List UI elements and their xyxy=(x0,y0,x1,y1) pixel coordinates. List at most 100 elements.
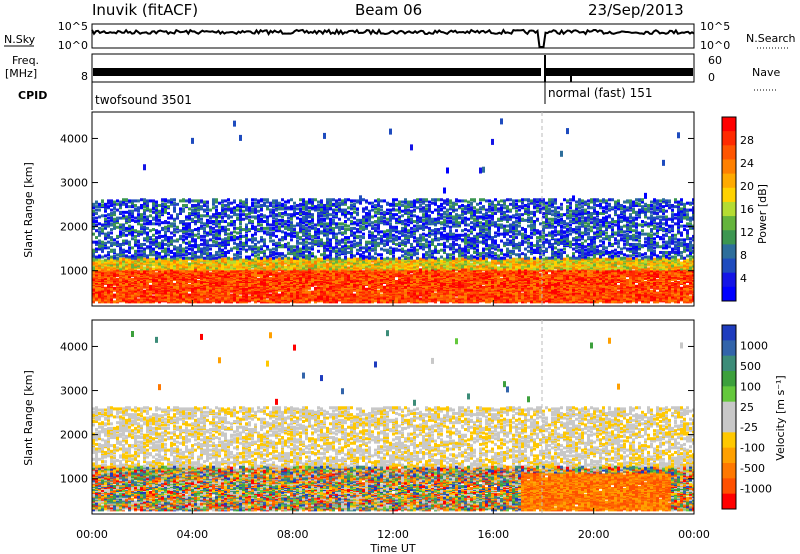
data-cell xyxy=(257,278,260,282)
data-cell xyxy=(332,279,335,283)
data-cell xyxy=(335,249,338,253)
data-cell xyxy=(167,244,170,248)
data-cell xyxy=(299,223,302,227)
data-cell xyxy=(107,261,110,265)
data-cell xyxy=(116,260,119,264)
data-cell xyxy=(287,279,290,283)
nave-tick-bottom: 0 xyxy=(708,71,715,84)
data-cell xyxy=(308,260,311,264)
data-cell xyxy=(164,237,167,241)
data-cell xyxy=(299,253,302,257)
data-cell xyxy=(245,268,248,272)
data-cell xyxy=(137,244,140,248)
data-cell xyxy=(230,222,233,226)
data-cell xyxy=(209,220,212,224)
data-cell xyxy=(338,222,341,226)
data-cell xyxy=(212,279,215,283)
data-cell xyxy=(221,240,224,244)
data-cell xyxy=(170,200,173,204)
data-cell xyxy=(149,286,152,290)
data-cell xyxy=(92,220,95,224)
data-cell xyxy=(212,230,215,234)
data-cell xyxy=(92,254,95,258)
data-cell xyxy=(101,267,104,271)
data-cell xyxy=(197,202,200,206)
data-cell xyxy=(185,297,188,301)
data-cell xyxy=(137,215,140,219)
data-cell xyxy=(185,249,188,253)
data-cell xyxy=(98,233,101,237)
data-cell xyxy=(218,222,221,226)
data-cell xyxy=(233,210,236,214)
data-cell xyxy=(110,289,113,293)
data-cell xyxy=(230,293,233,297)
data-cell xyxy=(197,244,200,248)
data-cell xyxy=(239,298,242,302)
data-cell xyxy=(227,280,230,284)
data-cell xyxy=(224,203,227,207)
data-cell xyxy=(344,236,347,240)
data-cell xyxy=(179,209,182,213)
data-cell xyxy=(167,279,170,283)
data-cell xyxy=(320,289,323,293)
data-cell xyxy=(152,259,155,263)
data-cell xyxy=(305,217,308,221)
data-cell xyxy=(269,208,272,212)
data-cell xyxy=(209,272,212,276)
data-cell xyxy=(281,252,284,256)
data-cell xyxy=(245,281,248,285)
data-cell xyxy=(266,255,269,259)
data-cell xyxy=(164,242,167,246)
data-cell xyxy=(341,225,344,229)
data-cell xyxy=(149,271,152,275)
data-cell xyxy=(245,260,248,264)
data-cell xyxy=(326,203,329,207)
data-cell xyxy=(302,229,305,233)
data-cell xyxy=(272,250,275,254)
data-cell xyxy=(224,230,227,234)
data-cell xyxy=(182,289,185,293)
data-cell xyxy=(326,286,329,290)
nave-label: Nave xyxy=(752,66,780,79)
data-cell xyxy=(146,199,149,203)
data-cell xyxy=(332,198,335,202)
data-cell xyxy=(170,281,173,285)
data-cell xyxy=(128,229,131,233)
data-cell xyxy=(182,256,185,260)
data-cell xyxy=(329,249,332,253)
data-cell xyxy=(176,274,179,278)
data-cell xyxy=(95,247,98,251)
data-cell xyxy=(323,229,326,233)
data-cell xyxy=(239,244,242,248)
data-cell xyxy=(350,249,353,253)
data-cell xyxy=(137,253,140,257)
data-cell xyxy=(344,274,347,278)
data-cell xyxy=(278,257,281,261)
data-cell xyxy=(221,238,224,242)
data-cell xyxy=(311,247,314,251)
data-cell xyxy=(194,214,197,218)
data-cell xyxy=(107,205,110,209)
data-cell xyxy=(329,244,332,248)
data-cell xyxy=(95,216,98,220)
data-cell xyxy=(146,206,149,210)
data-cell xyxy=(218,229,221,233)
data-cell xyxy=(239,247,242,251)
data-cell xyxy=(140,218,143,222)
data-cell xyxy=(317,292,320,296)
data-cell xyxy=(182,278,185,282)
data-cell xyxy=(224,284,227,288)
data-cell xyxy=(224,246,227,250)
data-cell xyxy=(191,292,194,296)
data-cell xyxy=(179,244,182,248)
data-cell xyxy=(293,258,296,262)
data-cell xyxy=(101,259,104,263)
data-cell xyxy=(176,230,179,234)
data-cell xyxy=(344,288,347,292)
data-cell xyxy=(167,293,170,297)
data-cell xyxy=(203,246,206,250)
data-cell xyxy=(272,199,275,203)
data-cell xyxy=(239,228,242,232)
data-cell xyxy=(320,240,323,244)
data-cell xyxy=(155,256,158,260)
